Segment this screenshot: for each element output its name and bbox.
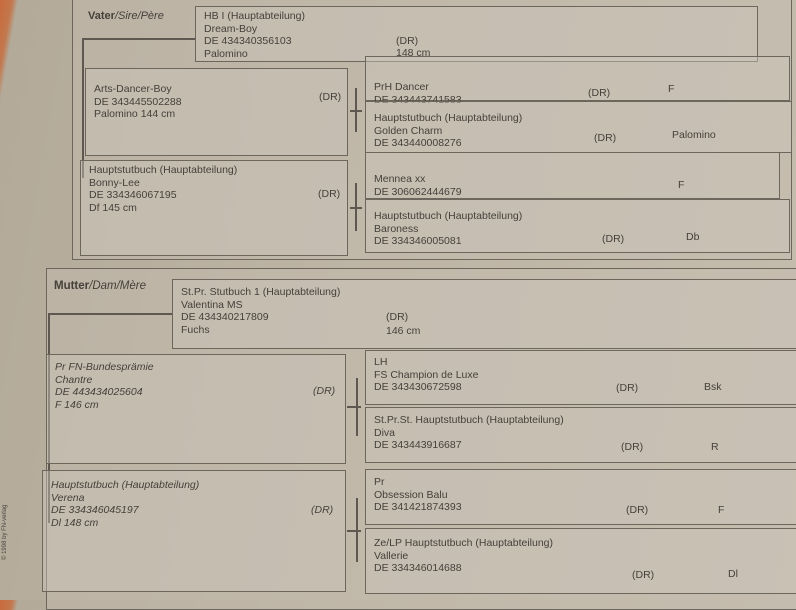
- sire-gen3-card: PrH Dancer DE 343443741583 (DR) F: [365, 56, 790, 106]
- sire-dam-id: DE 334346067195: [89, 189, 177, 201]
- dam-sire-color-height: F 146 cm: [55, 398, 99, 411]
- ancestor-color: Bsk: [704, 381, 722, 393]
- sire-sire-id: DE 343445502288: [94, 95, 182, 108]
- sire-card: HB I (Hauptabteilung) Dream-Boy DE 43434…: [195, 6, 758, 62]
- sire-dam-card: Hauptstutbuch (Hauptabteilung) Bonny-Lee…: [80, 160, 348, 256]
- ancestor-color: F: [718, 504, 725, 516]
- ancestor-name: Obsession Balu: [374, 488, 448, 501]
- copyright-note: © 1998 by FN-verlag: [2, 504, 8, 560]
- dam-sire-card: Pr FN-Bundesprämie Chantre DE 4434340256…: [46, 354, 346, 464]
- dam-sire-book: Pr FN-Bundesprämie: [55, 361, 154, 373]
- ancestor-color: F: [678, 179, 685, 191]
- sire-sire-breed: (DR): [319, 91, 342, 103]
- ancestor-title: Pr: [374, 476, 385, 488]
- ancestor-id: DE 306062444679: [374, 185, 462, 198]
- sire-dam-book: Hauptstutbuch (Hauptabteilung): [89, 164, 238, 176]
- ancestor-breed: (DR): [594, 132, 617, 144]
- dam-gen3-card: Ze/LP Hauptstutbuch (Hauptabteilung) Val…: [365, 528, 796, 594]
- dam-dam-id: DE 334346045197: [51, 504, 139, 516]
- dam-dam-breed: (DR): [311, 504, 334, 516]
- ancestor-id: DE 341421874393: [374, 501, 462, 513]
- ancestor-color: R: [711, 441, 719, 453]
- sire-gen3-card: Hauptstutbuch (Hauptabteilung) Golden Ch…: [365, 101, 792, 153]
- ancestor-color: Dl: [728, 568, 738, 580]
- dam-sire-id: DE 443434025604: [55, 386, 143, 398]
- sire-gen3-card: Hauptstutbuch (Hauptabteilung) Baroness …: [365, 199, 790, 253]
- dam-dam-card: Hauptstutbuch (Hauptabteilung) Verena DE…: [42, 470, 346, 592]
- dam-height: 146 cm: [386, 325, 421, 337]
- connector: [347, 406, 361, 408]
- ancestor-color: Db: [686, 231, 700, 243]
- ancestor-breed: (DR): [616, 382, 639, 394]
- dam-dam-name: Verena: [51, 491, 85, 504]
- sire-section-label: Vater/Sire/Père: [88, 10, 164, 22]
- dam-book: St.Pr. Stutbuch 1 (Hauptabteilung): [181, 286, 341, 298]
- ancestor-id: DE 343443916687: [374, 439, 462, 451]
- dam-sire-name: Chantre: [55, 373, 93, 386]
- dam-breed: (DR): [386, 311, 409, 323]
- connector: [355, 183, 357, 231]
- ancestor-name: FS Champion de Luxe: [374, 368, 479, 381]
- sire-breed: (DR): [396, 35, 419, 47]
- ancestor-id: DE 343443741583: [374, 93, 462, 106]
- connector: [355, 88, 357, 132]
- dam-gen3-card: LH FS Champion de Luxe DE 343430672598 (…: [365, 350, 796, 405]
- dam-gen3-card: St.Pr.St. Hauptstutbuch (Hauptabteilung)…: [365, 407, 796, 463]
- dam-name: Valentina MS: [181, 298, 243, 311]
- dam-dam-book: Hauptstutbuch (Hauptabteilung): [51, 479, 200, 491]
- sire-dam-name: Bonny-Lee: [89, 176, 140, 189]
- ancestor-book: St.Pr.St. Hauptstutbuch (Hauptabteilung): [374, 414, 564, 426]
- ancestor-name: Baroness: [374, 222, 419, 235]
- ancestor-line: PrH Dancer: [374, 81, 429, 93]
- ancestor-name: Vallerie: [374, 549, 409, 562]
- sire-dam-color-height: Df 145 cm: [89, 201, 137, 214]
- dam-color: Fuchs: [181, 323, 210, 336]
- connector: [48, 313, 50, 523]
- ancestor-breed: (DR): [632, 569, 655, 581]
- sire-sire-color-height: Palomino 144 cm: [94, 108, 176, 120]
- dam-dam-color-height: Dl 148 cm: [51, 516, 99, 529]
- sire-gen3-card: Mennea xx DE 306062444679 F: [365, 152, 780, 199]
- connector: [82, 38, 84, 178]
- ancestor-book: Hauptstutbuch (Hauptabteilung): [374, 210, 523, 222]
- ancestor-name: Mennea xx: [374, 173, 426, 185]
- ancestor-color: F: [668, 83, 675, 95]
- ancestor-book: Ze/LP Hauptstutbuch (Hauptabteilung): [374, 537, 554, 549]
- ancestor-breed: (DR): [626, 504, 649, 516]
- sire-dam-breed: (DR): [318, 188, 341, 200]
- sire-section: [72, 0, 792, 260]
- ancestor-id: DE 343430672598: [374, 381, 462, 393]
- connector: [356, 498, 358, 562]
- connector: [82, 38, 196, 40]
- ancestor-color: Palomino: [672, 129, 716, 141]
- dam-section: [46, 268, 796, 610]
- connector: [48, 313, 173, 315]
- sire-sire-card: Arts-Dancer-Boy DE 343445502288 Palomino…: [85, 68, 348, 156]
- dam-sire-breed: (DR): [313, 385, 336, 397]
- sire-book: HB I (Hauptabteilung): [204, 10, 305, 22]
- ancestor-id: DE 334346014688: [374, 562, 462, 574]
- dam-id: DE 434340217809: [181, 311, 269, 323]
- dam-gen3-card: Pr Obsession Balu DE 341421874393 (DR) F: [365, 469, 796, 525]
- sire-sire-name: Arts-Dancer-Boy: [94, 83, 172, 95]
- ancestor-breed: (DR): [621, 441, 644, 453]
- sire-id: DE 434340356103: [204, 35, 292, 47]
- ancestor-id: DE 334346005081: [374, 235, 462, 247]
- connector: [347, 530, 361, 532]
- ancestor-name: Golden Charm: [374, 124, 443, 137]
- connector: [356, 378, 358, 436]
- ancestor-title: LH: [374, 356, 388, 368]
- dam-section-label: Mutter/Dam/Mère: [54, 280, 147, 292]
- ancestor-book: Hauptstutbuch (Hauptabteilung): [374, 112, 523, 124]
- sire-color: Palomino: [204, 47, 248, 60]
- ancestor-name: Diva: [374, 426, 396, 439]
- ancestor-id: DE 343440008276: [374, 137, 462, 149]
- dam-card: St.Pr. Stutbuch 1 (Hauptabteilung) Valen…: [172, 279, 796, 349]
- sire-name: Dream-Boy: [204, 22, 258, 35]
- ancestor-breed: (DR): [602, 233, 625, 245]
- ancestor-breed: (DR): [588, 87, 611, 99]
